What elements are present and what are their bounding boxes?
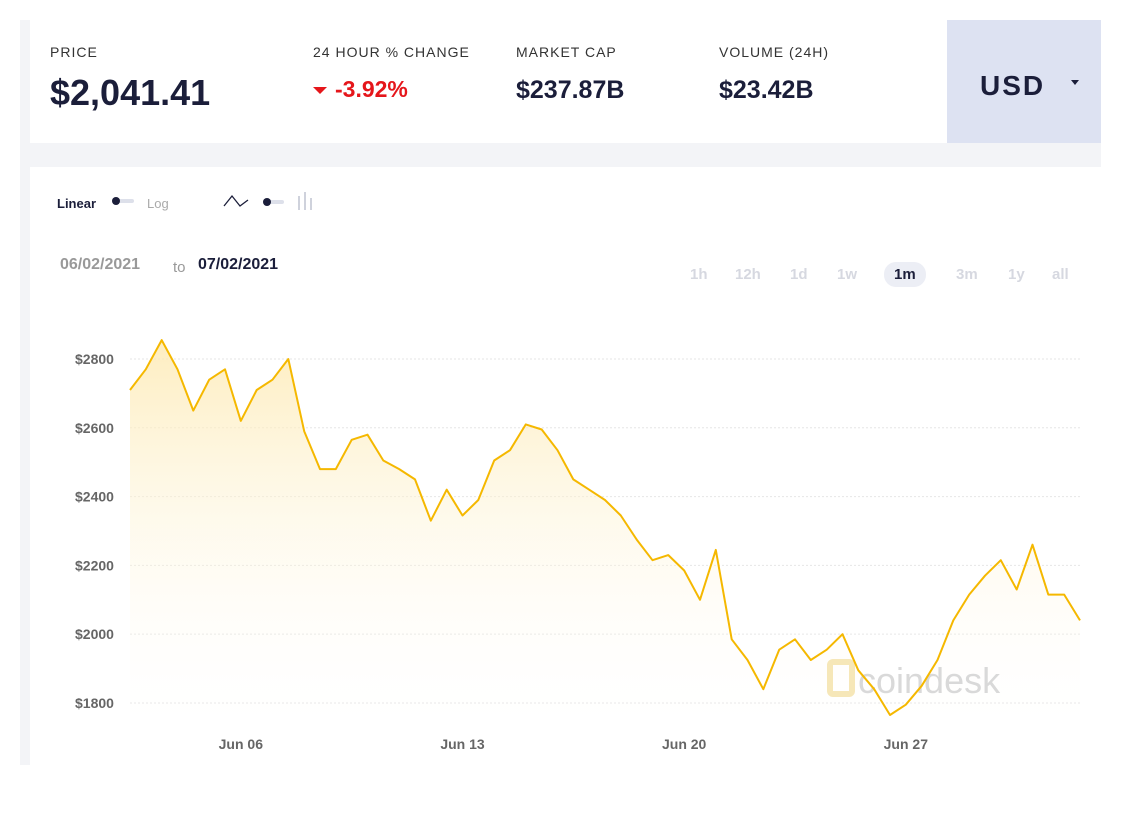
range-button[interactable]: 1h [690, 266, 708, 283]
y-tick-label: $1800 [75, 695, 114, 711]
scale-log[interactable]: Log [147, 196, 169, 211]
date-sep: to [173, 259, 186, 276]
x-tick-label: Jun 13 [440, 736, 485, 752]
y-tick-label: $2200 [75, 557, 114, 573]
date-to: 07/02/2021 [198, 256, 279, 273]
left-border [20, 20, 30, 765]
range-button[interactable]: 1y [1008, 266, 1025, 283]
caret [1071, 80, 1079, 85]
stat-price: PRICE $2,041.41 [50, 44, 210, 114]
scale-linear[interactable]: Linear [57, 196, 97, 211]
stat-value: $23.42B [719, 76, 814, 104]
stat-label: VOLUME (24H) [719, 44, 830, 60]
y-tick-label: $2400 [75, 489, 114, 505]
range-button[interactable]: 12h [735, 266, 761, 283]
stat-label: MARKET CAP [516, 44, 617, 60]
price-line [129, 339, 1081, 716]
currency: USD [980, 70, 1046, 101]
stat-label: 24 HOUR % CHANGE [313, 44, 470, 60]
stat-change: 24 HOUR % CHANGE -3.92% [313, 44, 470, 103]
y-tick-label: $2000 [75, 626, 114, 642]
range-button[interactable]: all [1052, 266, 1069, 283]
separator [30, 143, 1101, 167]
scale-toggle[interactable] [110, 196, 140, 206]
stat-volume: VOLUME (24H) $23.42B [719, 44, 829, 105]
range-button[interactable]: 3m [956, 266, 978, 283]
y-tick-label: $2600 [75, 420, 114, 436]
range-button[interactable]: 1d [790, 266, 808, 283]
down-arrow [313, 86, 327, 94]
x-tick-label: Jun 27 [884, 736, 929, 752]
x-tick-label: Jun 06 [219, 736, 264, 752]
range-button[interactable]: 1w [837, 266, 858, 283]
currency-selector[interactable]: USD [947, 20, 1101, 143]
stat-label: PRICE [50, 44, 98, 60]
range-button[interactable]: 1m [884, 262, 926, 287]
y-tick-label: $2800 [75, 351, 114, 367]
stat-value: $2,041.41 [50, 72, 211, 113]
x-tick-label: Jun 20 [662, 736, 707, 752]
change-row: -3.92% [313, 76, 470, 103]
watermark-logo [827, 659, 855, 697]
stat-value: -3.92% [335, 76, 408, 102]
chart-type-toggle[interactable] [222, 190, 322, 214]
watermark: coindesk [858, 660, 1001, 701]
stat-marketcap: MARKET CAP $237.87B [516, 44, 624, 105]
area [130, 340, 1080, 741]
date-from: 06/02/2021 [60, 256, 141, 273]
stat-value: $237.87B [516, 76, 625, 104]
